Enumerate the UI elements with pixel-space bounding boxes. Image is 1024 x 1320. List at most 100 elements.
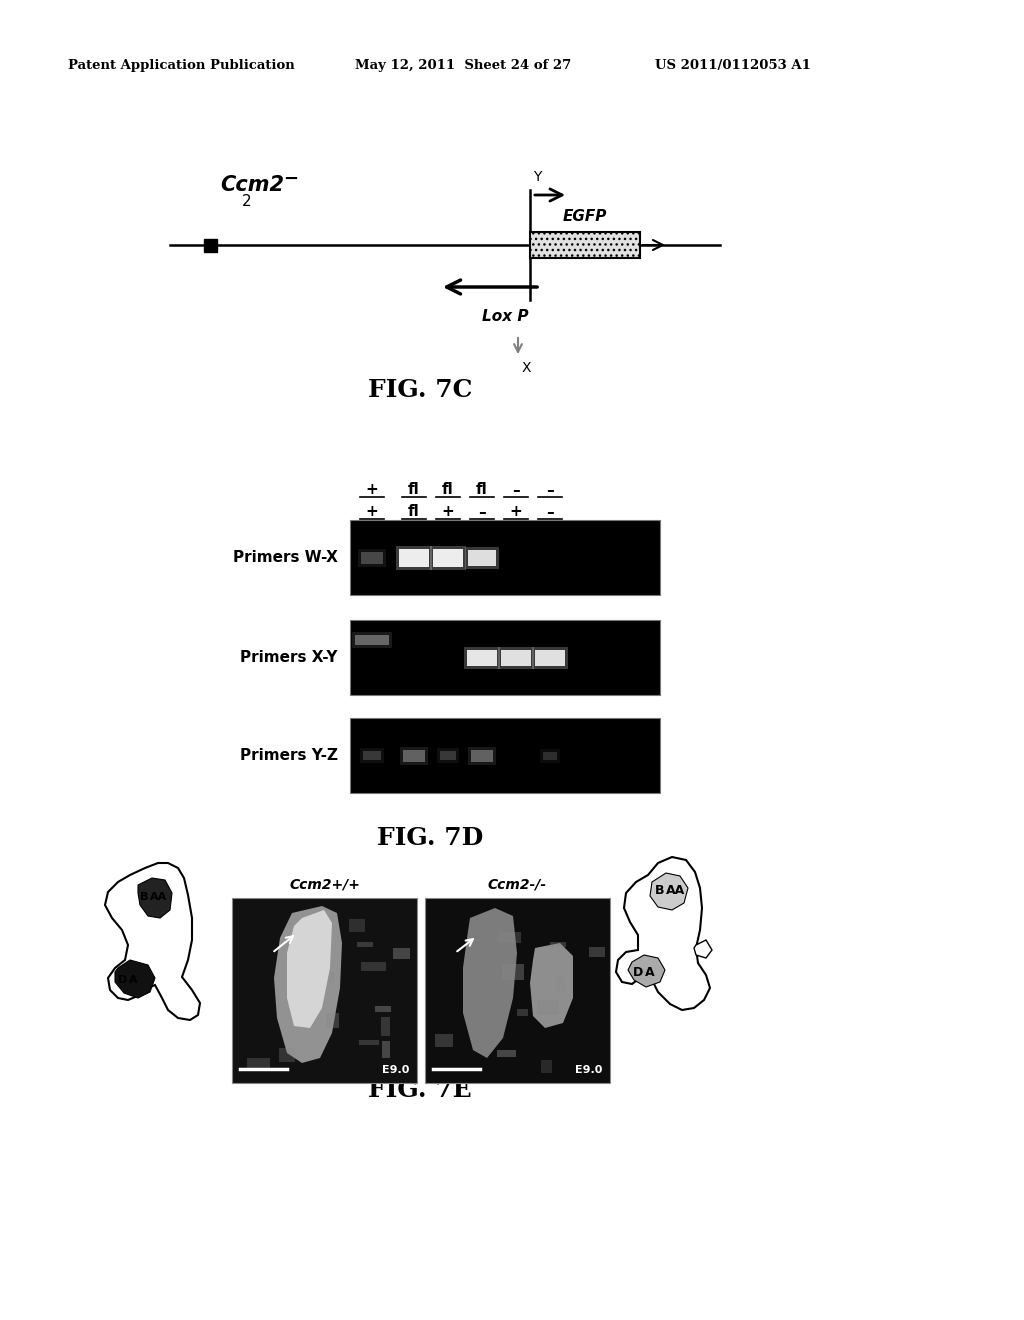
Bar	[430, 545, 466, 569]
Bar	[326, 1012, 339, 1028]
Text: Primers W-X: Primers W-X	[233, 550, 338, 565]
Text: US 2011/0112053 A1: US 2011/0112053 A1	[655, 58, 811, 71]
Bar	[465, 546, 499, 569]
Bar	[437, 748, 459, 763]
Bar	[403, 750, 425, 762]
Bar	[357, 942, 373, 946]
Bar	[360, 748, 384, 763]
Bar	[532, 647, 568, 668]
Text: +: +	[510, 504, 522, 520]
Text: AA: AA	[150, 892, 167, 902]
Bar	[358, 549, 386, 566]
Text: Lox P: Lox P	[481, 309, 528, 323]
Text: FIG. 7E: FIG. 7E	[369, 1078, 472, 1102]
Bar	[396, 545, 432, 569]
Bar	[400, 747, 428, 764]
Bar	[468, 549, 496, 565]
Text: −: −	[283, 170, 298, 187]
Text: Ccm2-/-: Ccm2-/-	[488, 878, 547, 892]
Bar	[550, 942, 566, 946]
Bar	[375, 1006, 391, 1012]
Text: FIG. 7C: FIG. 7C	[368, 378, 472, 403]
Text: May 12, 2011  Sheet 24 of 27: May 12, 2011 Sheet 24 of 27	[355, 58, 571, 71]
Bar	[497, 1049, 516, 1057]
Text: E9.0: E9.0	[574, 1065, 602, 1074]
Bar	[204, 239, 216, 252]
Bar	[471, 750, 493, 762]
Bar	[541, 1060, 552, 1073]
Bar	[350, 718, 660, 793]
Bar	[543, 751, 557, 759]
Polygon shape	[115, 960, 155, 998]
Bar	[352, 631, 392, 648]
Text: FIG. 7D: FIG. 7D	[377, 826, 483, 850]
Text: +: +	[366, 504, 379, 520]
Text: A: A	[645, 966, 654, 979]
Bar	[556, 977, 565, 993]
Bar	[464, 647, 500, 668]
Bar	[467, 649, 497, 665]
Polygon shape	[694, 940, 712, 958]
Text: D: D	[118, 975, 127, 985]
Bar	[440, 751, 456, 760]
Polygon shape	[138, 878, 172, 917]
Bar	[393, 948, 410, 960]
Bar	[247, 1059, 270, 1071]
Bar	[350, 620, 660, 696]
Text: –: –	[478, 504, 485, 520]
Bar	[501, 649, 531, 665]
Bar	[468, 747, 496, 764]
Bar	[537, 1001, 559, 1015]
Text: D: D	[633, 966, 643, 979]
Bar	[361, 552, 383, 564]
Bar	[502, 964, 524, 979]
Text: B: B	[654, 884, 664, 898]
Bar	[349, 919, 365, 932]
Text: fl: fl	[476, 483, 487, 498]
Bar	[589, 946, 605, 957]
Text: 2: 2	[242, 194, 252, 210]
Text: fl: fl	[442, 483, 454, 498]
Bar	[535, 649, 565, 665]
Text: +: +	[441, 504, 455, 520]
Bar	[355, 635, 389, 644]
Text: X: X	[522, 360, 531, 375]
Polygon shape	[616, 857, 710, 1010]
Bar	[350, 520, 660, 595]
Polygon shape	[463, 908, 517, 1059]
Bar	[425, 898, 610, 1082]
Bar	[359, 1040, 379, 1045]
Polygon shape	[530, 942, 573, 1028]
Text: E9.0: E9.0	[382, 1065, 409, 1074]
Bar	[310, 972, 335, 982]
Text: AA: AA	[666, 884, 685, 898]
Bar	[433, 549, 463, 566]
Text: –: –	[546, 483, 554, 498]
Polygon shape	[628, 954, 665, 987]
Bar	[435, 1034, 453, 1047]
Text: EGFP: EGFP	[563, 209, 607, 224]
Polygon shape	[650, 873, 688, 909]
Bar	[498, 932, 521, 942]
Text: –: –	[546, 504, 554, 520]
Bar	[382, 1041, 390, 1059]
Bar	[498, 647, 534, 668]
Text: Y: Y	[534, 170, 542, 183]
Text: A: A	[129, 975, 137, 985]
Text: B: B	[139, 892, 148, 902]
Text: +: +	[366, 483, 379, 498]
Bar	[540, 748, 560, 763]
Bar	[399, 549, 429, 566]
Text: Primers X-Y: Primers X-Y	[241, 649, 338, 665]
Text: Primers Y-Z: Primers Y-Z	[240, 748, 338, 763]
Text: Patent Application Publication: Patent Application Publication	[68, 58, 295, 71]
Bar	[530, 232, 640, 257]
Text: –: –	[512, 483, 520, 498]
Text: fl: fl	[409, 483, 420, 498]
Bar	[232, 898, 417, 1082]
Bar	[361, 962, 386, 972]
Bar	[517, 1008, 528, 1016]
Polygon shape	[287, 909, 332, 1028]
Polygon shape	[105, 863, 200, 1020]
Bar	[381, 1016, 390, 1036]
